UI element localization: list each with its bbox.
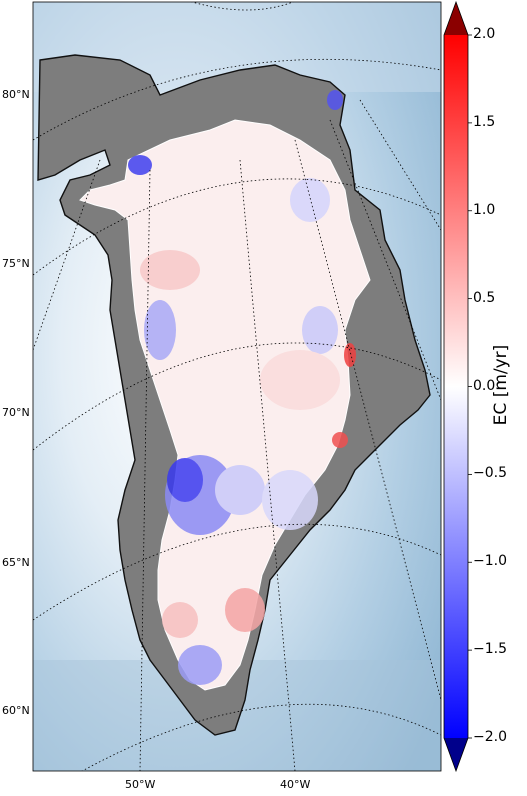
- colorbar-tick-label: 2.0: [473, 26, 496, 42]
- colorbar-max-extend: [444, 2, 468, 35]
- graticule: [33, 2, 441, 771]
- lat-label-75: 75°N: [2, 257, 30, 270]
- colorbar-tick-label: −2.0: [473, 729, 507, 745]
- colorbar-gradient: [444, 35, 468, 738]
- lat-label-65: 65°N: [2, 556, 30, 569]
- colorbar: [443, 0, 472, 773]
- colorbar-label: EC [m/yr]: [491, 344, 511, 426]
- map-frame: [32, 1, 442, 772]
- ec-anomaly-patches: [128, 90, 356, 685]
- lon-label-50w: 50°W: [125, 778, 156, 791]
- lat-label-70: 70°N: [2, 406, 30, 419]
- map-area: [33, 2, 441, 771]
- lon-label-40w: 40°W: [280, 778, 311, 791]
- colorbar-tick-label: 0.5: [473, 289, 496, 306]
- colorbar-tick-label: −0.5: [473, 465, 507, 482]
- colorbar-tick-label: 1.5: [473, 113, 496, 130]
- colorbar-tick-label: −1.5: [473, 641, 507, 658]
- lat-label-80: 80°N: [2, 88, 30, 101]
- colorbar-min-extend: [444, 738, 468, 771]
- colorbar-tick-label: 1.0: [473, 201, 496, 218]
- colorbar-tick-label: −1.0: [473, 553, 507, 570]
- lat-label-60: 60°N: [2, 704, 30, 717]
- colorbar-tick-label: 0.0: [473, 377, 496, 394]
